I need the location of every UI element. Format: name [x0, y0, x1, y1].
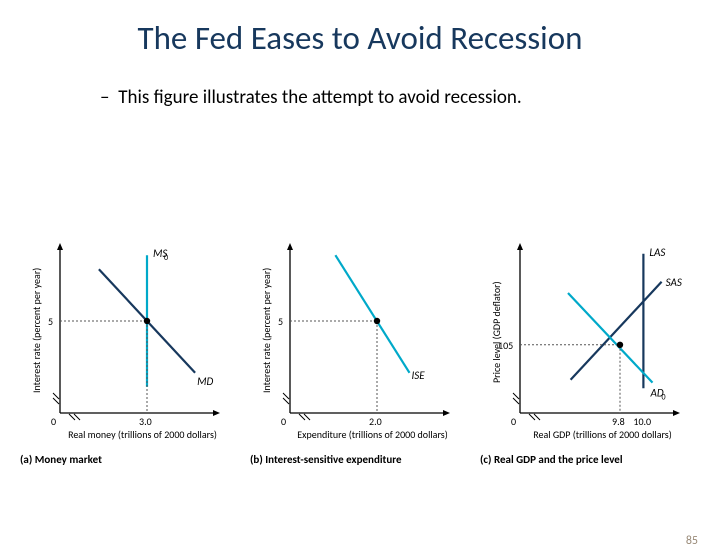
chart-b: 0 ISE 5 2.0 Interest rate (percent per year…	[250, 228, 470, 468]
chart-a: 0MS0MD53.0 Interest rate (percent per ye…	[20, 228, 240, 468]
dash: –	[100, 86, 114, 111]
svg-text:0: 0	[51, 415, 56, 428]
subtitle-text: This figure illustrates the attempt to a…	[118, 86, 521, 109]
svg-text:MD: MD	[197, 375, 213, 388]
chart-c-caption: (c) Real GDP and the price level	[480, 453, 623, 470]
chart-b-xlabel: Expenditure (trillions of 2000 dollars)	[290, 428, 455, 441]
svg-text:5: 5	[48, 315, 53, 328]
svg-text:0: 0	[511, 415, 516, 428]
chart-c-xlabel: Real GDP (trillions of 2000 dollars)	[520, 428, 685, 441]
svg-text:9.8: 9.8	[612, 415, 625, 428]
svg-text:ISE: ISE	[412, 369, 426, 382]
page-number: 85	[686, 534, 698, 548]
svg-text:0: 0	[164, 253, 168, 263]
chart-b-caption: (b) Interest-sensitive expenditure	[250, 453, 402, 470]
chart-c: 0LASSASAD01059.810.0 Price level (GDP de…	[480, 228, 700, 468]
charts-row: 0MS0MD53.0 Interest rate (percent per ye…	[20, 228, 700, 488]
svg-text:0: 0	[281, 415, 286, 428]
svg-text:3.0: 3.0	[139, 415, 152, 428]
chart-a-xlabel: Real money (trillions of 2000 dollars)	[60, 428, 225, 441]
chart-a-ylabel: Interest rate (percent per year)	[30, 268, 43, 393]
svg-text:SAS: SAS	[666, 276, 682, 289]
chart-c-ylabel: Price level (GDP deflator)	[490, 281, 503, 383]
svg-text:0: 0	[662, 393, 666, 403]
svg-text:5: 5	[278, 315, 283, 328]
chart-a-caption: (a) Money market	[20, 453, 102, 470]
svg-text:LAS: LAS	[649, 246, 665, 259]
subtitle: – This figure illustrates the attempt to…	[100, 86, 660, 111]
page-title: The Fed Eases to Avoid Recession	[0, 18, 720, 58]
chart-b-ylabel: Interest rate (percent per year)	[260, 268, 273, 393]
svg-text:10.0: 10.0	[633, 415, 651, 428]
svg-text:2.0: 2.0	[369, 415, 382, 428]
